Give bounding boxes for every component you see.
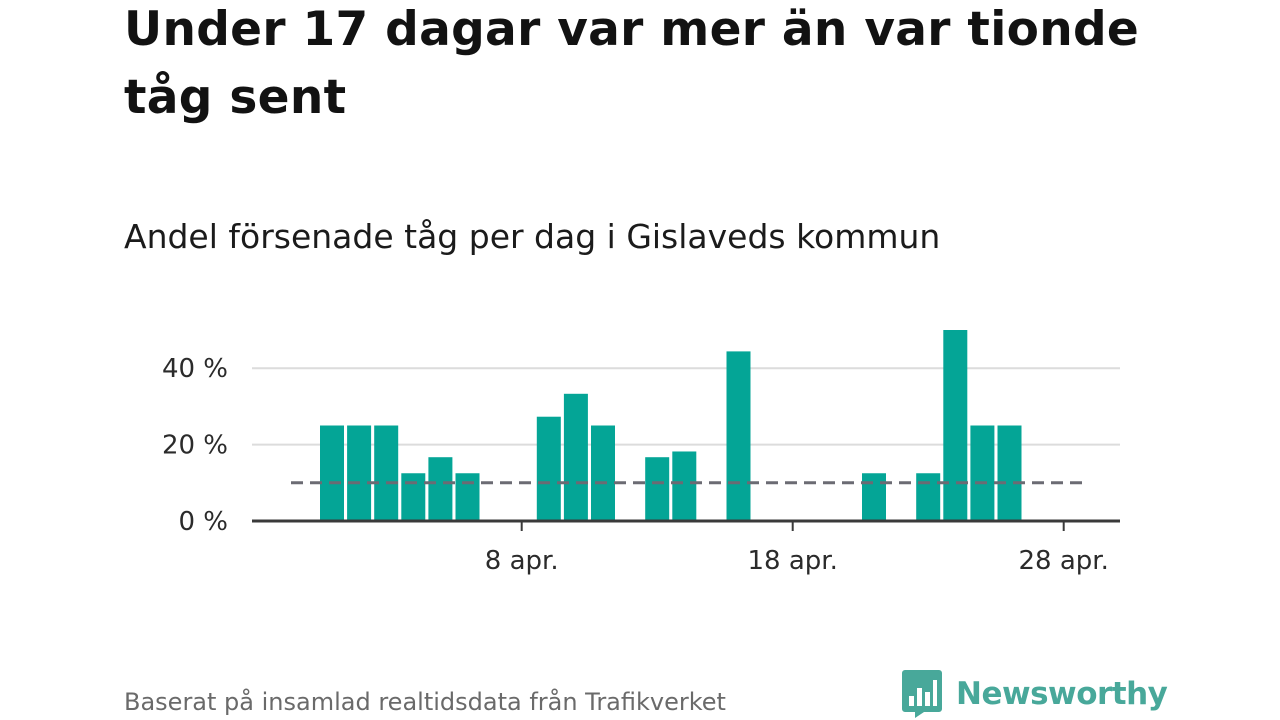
bar: [916, 473, 941, 521]
bar-chart: 0 % 20 % 40 % 8 apr. 18 apr. 28 apr.: [162, 330, 1120, 576]
bar: [726, 351, 751, 521]
bar: [970, 425, 995, 521]
source-note: Baserat på insamlad realtidsdata från Tr…: [124, 688, 726, 716]
bar: [536, 416, 561, 521]
bar: [428, 457, 453, 521]
bar: [943, 330, 968, 521]
bars: [320, 330, 1022, 521]
x-axis-labels: 8 apr. 18 apr. 28 apr.: [485, 546, 1109, 576]
y-tick-label: 0 %: [178, 507, 228, 537]
x-tick-label: 28 apr.: [1019, 546, 1109, 576]
brand-name: Newsworthy: [956, 676, 1168, 712]
chart-title: Under 17 dagar var mer än var tionde tåg…: [124, 2, 1140, 125]
bar: [401, 473, 426, 521]
bar: [374, 425, 399, 521]
x-axis: [252, 519, 1120, 531]
newsworthy-logo-icon: [902, 670, 942, 718]
bar: [862, 473, 886, 521]
x-tick-label: 8 apr.: [485, 546, 559, 576]
brand-logo: Newsworthy: [902, 670, 1168, 718]
y-tick-label: 40 %: [162, 354, 228, 384]
bar: [320, 425, 344, 521]
bar: [672, 451, 697, 521]
y-axis-labels: 0 % 20 % 40 %: [162, 354, 228, 537]
bar: [591, 425, 615, 521]
x-tick-label: 18 apr.: [748, 546, 838, 576]
y-tick-label: 20 %: [162, 431, 228, 461]
bar: [347, 425, 372, 521]
bar: [645, 457, 670, 521]
bar: [563, 393, 588, 521]
bar: [997, 425, 1022, 521]
chart-subtitle: Andel försenade tåg per dag i Gislaveds …: [124, 217, 941, 256]
bar: [455, 473, 480, 521]
